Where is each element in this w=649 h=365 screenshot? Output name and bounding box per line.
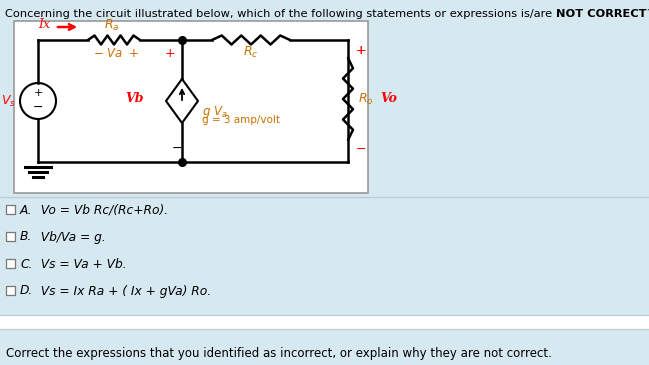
Text: ?: ? [646,9,649,19]
Text: Ix: Ix [38,18,50,31]
Bar [6,231,15,241]
Text: −: − [356,143,367,156]
Text: Vb: Vb [125,92,144,105]
Text: Vo = Vb Rc/(Rc+Ro).: Vo = Vb Rc/(Rc+Ro). [33,204,168,216]
Text: −: − [172,142,182,155]
Text: +: + [356,44,367,57]
Bar [6,285,15,295]
Bar [0,315,649,329]
Text: +: + [356,44,367,57]
Text: $g\ V_a$: $g\ V_a$ [202,104,228,120]
Bar [0,329,649,365]
Text: A.: A. [20,204,32,216]
Text: Vs = Ix Ra + ( Ix + gVa) Ro.: Vs = Ix Ra + ( Ix + gVa) Ro. [33,284,211,297]
Text: D.: D. [20,284,33,297]
Text: Vo: Vo [380,92,397,105]
Text: g = 3 amp/volt: g = 3 amp/volt [202,115,280,125]
Text: $R_a$: $R_a$ [104,18,119,33]
Text: Vb/Va = g.: Vb/Va = g. [33,231,106,243]
Text: C.: C. [20,257,32,270]
Text: NOT CORRECT: NOT CORRECT [556,9,646,19]
Text: $-\ Va\ +$: $-\ Va\ +$ [93,47,139,60]
Text: Correct the expressions that you identified as incorrect, or explain why they ar: Correct the expressions that you identif… [6,347,552,360]
Text: +: + [165,47,175,60]
Bar [6,204,15,214]
Text: B.: B. [20,231,32,243]
Text: $R_o$: $R_o$ [358,92,374,107]
Text: −: − [32,101,43,114]
Text: $V_s$: $V_s$ [1,93,16,108]
Text: $R_c$: $R_c$ [243,45,259,60]
Bar [6,258,15,268]
Text: +: + [33,88,43,99]
Text: Vs = Va + Vb.: Vs = Va + Vb. [33,257,127,270]
Bar [14,21,368,193]
Text: Concerning the circuit illustrated below, which of the following statements or e: Concerning the circuit illustrated below… [5,9,556,19]
